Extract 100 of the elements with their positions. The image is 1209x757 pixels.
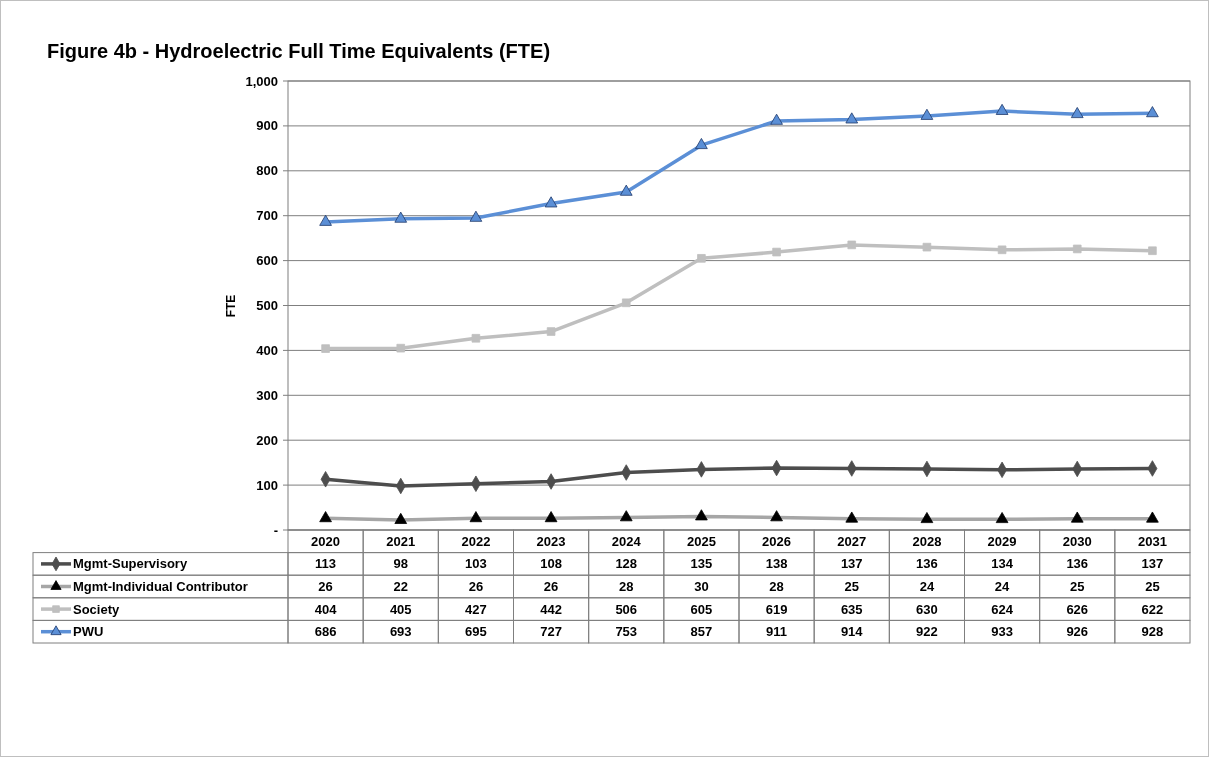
data-label: 26 (543, 579, 559, 595)
x-tick-label: 2030 (1062, 533, 1092, 549)
legend-label: Mgmt-Individual Contributor (73, 579, 248, 595)
x-tick-label: 2020 (311, 533, 341, 549)
data-label: 128 (615, 556, 638, 572)
data-label: 695 (465, 624, 487, 640)
legend-label: Mgmt-Supervisory (73, 556, 188, 572)
data-label: 137 (840, 556, 863, 572)
data-label: 442 (540, 601, 562, 617)
data-label: 686 (314, 624, 337, 640)
data-label: 25 (1070, 579, 1085, 595)
y-tick-label: 700 (256, 208, 278, 224)
y-tick-label: 300 (256, 387, 278, 403)
x-tick-label: 2022 (461, 533, 491, 549)
y-tick-label: 900 (256, 118, 278, 134)
x-tick-label: 2025 (686, 533, 716, 549)
data-label: 98 (393, 556, 408, 572)
y-tick-label: 200 (256, 432, 278, 448)
point (319, 214, 332, 226)
point (471, 334, 481, 343)
data-label: 622 (1141, 601, 1164, 617)
point (1072, 244, 1082, 254)
point (847, 240, 857, 250)
data-label: 933 (991, 624, 1013, 640)
point (544, 196, 558, 208)
y-tick-label: 500 (256, 298, 278, 314)
data-label: 136 (1066, 556, 1089, 572)
y-tick-label: 800 (256, 163, 278, 179)
x-tick-label: 2029 (987, 533, 1017, 549)
data-label: 624 (991, 601, 1014, 617)
point (1148, 246, 1157, 255)
point (995, 103, 1009, 115)
x-tick-label: 2024 (611, 533, 642, 549)
data-label: 619 (765, 601, 788, 617)
point (394, 211, 408, 223)
data-label: 727 (540, 624, 562, 640)
data-label: 914 (840, 624, 864, 640)
data-label: 635 (840, 601, 863, 617)
y-tick-label: 100 (256, 477, 278, 493)
chart-title: Figure 4b - Hydroelectric Full Time Equivalents (FTE) (47, 40, 551, 62)
data-label: 605 (690, 601, 713, 617)
point (621, 298, 631, 308)
data-label: 857 (690, 624, 713, 640)
data-label: 922 (916, 624, 938, 640)
data-label: 25 (844, 579, 859, 595)
y-tick-label: 400 (256, 342, 278, 358)
data-label: 108 (540, 556, 562, 572)
y-axis-title: FTE (224, 294, 238, 318)
data-label: 103 (465, 556, 487, 572)
point (845, 112, 859, 124)
point (321, 344, 330, 353)
point (772, 247, 781, 257)
point (920, 108, 934, 120)
point (396, 343, 406, 353)
point (695, 138, 708, 150)
data-label: 405 (389, 601, 412, 617)
data-label: 626 (1066, 601, 1089, 617)
x-tick-label: 2027 (837, 533, 867, 549)
data-label: 137 (1141, 556, 1164, 572)
y-tick-label: 600 (256, 253, 278, 269)
data-label: 506 (615, 601, 638, 617)
data-label: 28 (619, 579, 634, 595)
x-tick-label: 2028 (912, 533, 942, 549)
point (997, 245, 1007, 255)
x-tick-label: 2023 (536, 533, 566, 549)
data-label: 911 (766, 624, 788, 640)
data-label: 25 (1145, 579, 1160, 595)
data-label: 427 (465, 601, 487, 617)
x-tick-label: 2026 (762, 533, 792, 549)
data-label: 24 (994, 579, 1011, 595)
data-label: 135 (690, 556, 713, 572)
x-tick-label: 2031 (1137, 533, 1167, 549)
legend-label: PWU (73, 624, 104, 640)
point (1146, 106, 1159, 118)
data-label: 24 (919, 579, 935, 595)
y-tick-label: 1,000 (245, 73, 278, 89)
data-label: 404 (314, 601, 338, 617)
point (619, 184, 633, 196)
data-label: 693 (389, 624, 412, 640)
legend-label: Society (73, 601, 121, 617)
data-label: 28 (769, 579, 784, 595)
data-label: 928 (1141, 624, 1164, 640)
data-label: 630 (916, 601, 938, 617)
y-tick-label: - (273, 522, 278, 538)
data-label: 26 (318, 579, 333, 595)
data-label: 113 (315, 556, 337, 572)
point (770, 113, 783, 125)
data-label: 22 (393, 579, 408, 595)
data-label: 753 (615, 624, 638, 640)
point (469, 210, 483, 222)
point (546, 327, 556, 336)
data-label: 926 (1066, 624, 1089, 640)
data-label: 134 (991, 556, 1014, 572)
x-tick-label: 2021 (386, 533, 416, 549)
data-label: 26 (468, 579, 484, 595)
data-label: 30 (694, 579, 709, 595)
data-label: 136 (916, 556, 938, 572)
point (922, 242, 932, 252)
point (697, 254, 706, 263)
point (1070, 107, 1084, 119)
